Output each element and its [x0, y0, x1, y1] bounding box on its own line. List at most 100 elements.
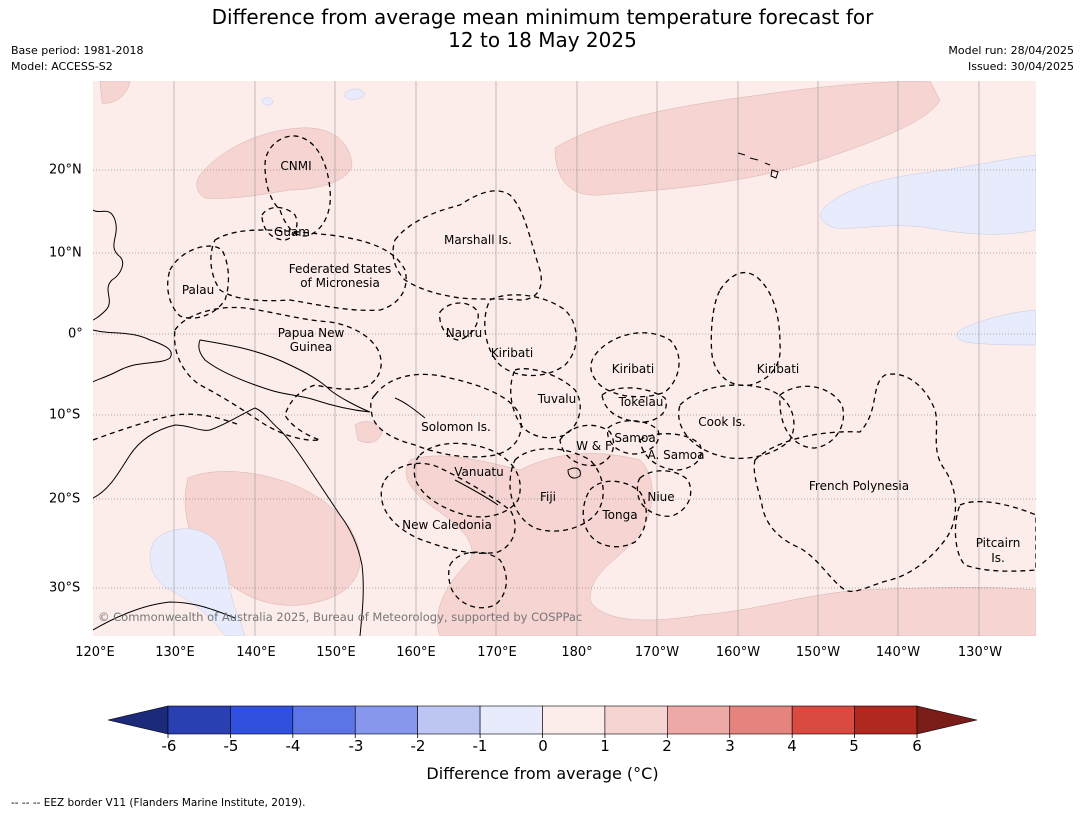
- colorbar-tick-label: -2: [410, 737, 426, 755]
- colorbar-under-arrow: [107, 705, 169, 735]
- lat-label: 20°N: [49, 162, 82, 178]
- colorbar-cell: [354, 705, 418, 735]
- colorbar-tick-label: -1: [472, 737, 488, 755]
- eez-marshall: [392, 190, 542, 301]
- cool-region-north-tiny: [261, 97, 274, 106]
- label-kiribati-west: Kiribati: [491, 346, 533, 360]
- label-png-1: Papua New: [278, 326, 345, 340]
- colorbar-tick-label: -5: [223, 737, 239, 755]
- label-vanuatu: Vanuatu: [454, 465, 504, 479]
- meta-right: Model run: 28/04/2025 Issued: 30/04/2025: [948, 43, 1074, 75]
- copyright-notice: © Commonwealth of Australia 2025, Bureau…: [98, 610, 583, 624]
- colorbar-cell: [230, 705, 294, 735]
- warm-region-coral-sea: [354, 421, 383, 443]
- coast-new-guinea: [198, 339, 371, 413]
- eez-new-caledonia: [380, 462, 516, 554]
- cool-region-hawaii-east: [820, 154, 1036, 235]
- eez-norfolk: [448, 551, 507, 609]
- colorbar-cell: [479, 705, 543, 735]
- eez-niue: [636, 470, 692, 517]
- lon-label: 150°W: [795, 645, 841, 660]
- colorbar-cell: [854, 705, 918, 735]
- coast-new-caledonia: [454, 479, 499, 506]
- lon-label: 170°E: [477, 645, 517, 660]
- lon-label: 130°E: [155, 645, 195, 660]
- label-tuvalu: Tuvalu: [537, 392, 577, 406]
- coast-south-australia: [93, 601, 236, 631]
- colorbar-title: Difference from average (°C): [426, 764, 659, 783]
- warm-region-south-pacific: [405, 453, 1036, 636]
- colorbar-tick-label: 2: [662, 737, 672, 755]
- lon-label: 160°W: [715, 645, 761, 660]
- colorbar-cells: [167, 705, 918, 735]
- colorbar-tick-label: 5: [849, 737, 859, 755]
- label-fiji: Fiji: [540, 490, 556, 504]
- base-period: Base period: 1981-2018: [11, 44, 144, 57]
- label-nauru: Nauru: [446, 326, 482, 340]
- eez-cook: [678, 384, 795, 460]
- colorbar-tick-label: 6: [912, 737, 922, 755]
- lat-label: 0°: [68, 326, 83, 342]
- warm-region-northeast: [554, 81, 941, 196]
- coast-fiji: [567, 467, 581, 479]
- coastlines: [93, 152, 779, 636]
- eez-cnmi: [264, 135, 331, 237]
- label-marshall: Marshall Is.: [444, 233, 512, 247]
- lon-label: 140°W: [875, 645, 921, 660]
- label-solomon: Solomon Is.: [421, 420, 491, 434]
- lat-label: 10°N: [49, 245, 82, 261]
- label-samoa: Samoa: [614, 431, 655, 445]
- coast-philippines: [93, 209, 124, 321]
- meta-left: Base period: 1981-2018 Model: ACCESS-S2: [11, 43, 143, 75]
- label-niue: Niue: [647, 490, 674, 504]
- eez-kiribati-phoenix: [590, 332, 680, 398]
- eez-tonga: [582, 480, 647, 548]
- colorbar-tick-label: -4: [285, 737, 301, 755]
- label-kiribati-east: Kiribati: [757, 362, 799, 376]
- lon-label: 150°E: [316, 645, 356, 660]
- label-fsm-1: Federated States: [289, 262, 391, 276]
- title-line-1: Difference from average mean minimum tem…: [211, 5, 874, 29]
- colorbar-tick-label: -3: [348, 737, 364, 755]
- label-new-caledonia: New Caledonia: [402, 518, 492, 532]
- eez-french-polynesia: [753, 373, 957, 592]
- cool-region-north-small: [344, 88, 366, 100]
- label-fsm-2: of Micronesia: [300, 276, 380, 290]
- eez-cook-north: [779, 385, 844, 449]
- eez-fiji: [509, 448, 604, 532]
- model-name: Model: ACCESS-S2: [11, 60, 113, 73]
- eez-kiribati-line: [710, 271, 781, 387]
- colorbar: [107, 705, 978, 738]
- eez-tokelau: [601, 387, 667, 423]
- warm-region-nw-corner: [99, 81, 131, 104]
- title-line-2: 12 to 18 May 2025: [448, 28, 637, 52]
- label-pitcairn-2: Is.: [991, 551, 1005, 565]
- coast-australia: [93, 407, 364, 636]
- label-guam: Guam: [274, 225, 310, 239]
- model-run: Model run: 28/04/2025: [948, 44, 1074, 57]
- graticule: [173, 81, 980, 636]
- eez-american-samoa: [639, 433, 702, 471]
- lon-label: 160°E: [396, 645, 436, 660]
- label-tonga: Tonga: [601, 508, 637, 522]
- issued-date: Issued: 30/04/2025: [967, 60, 1074, 73]
- label-png-2: Guinea: [290, 340, 333, 354]
- colorbar-cell: [667, 705, 731, 735]
- colorbar-tick-label: -6: [161, 737, 177, 755]
- colorbar-tick-label: 4: [787, 737, 797, 755]
- label-french-polynesia: French Polynesia: [809, 479, 909, 493]
- lon-label: 170°W: [634, 645, 680, 660]
- label-american-samoa: A. Samoa: [648, 448, 705, 462]
- parallels: [93, 169, 1036, 589]
- colorbar-tick-label: 0: [538, 737, 548, 755]
- label-tokelau: Tokelau: [618, 395, 664, 409]
- coast-hawaii: [737, 152, 779, 179]
- eez-wallis-futuna: [559, 424, 615, 467]
- lat-label: 10°S: [49, 407, 81, 423]
- cool-region-equatorial-east: [956, 309, 1036, 346]
- colorbar-cell: [791, 705, 855, 735]
- colorbar-cell: [167, 705, 231, 735]
- eez-kiribati-gilbert: [484, 294, 577, 377]
- colorbar-cell: [604, 705, 668, 735]
